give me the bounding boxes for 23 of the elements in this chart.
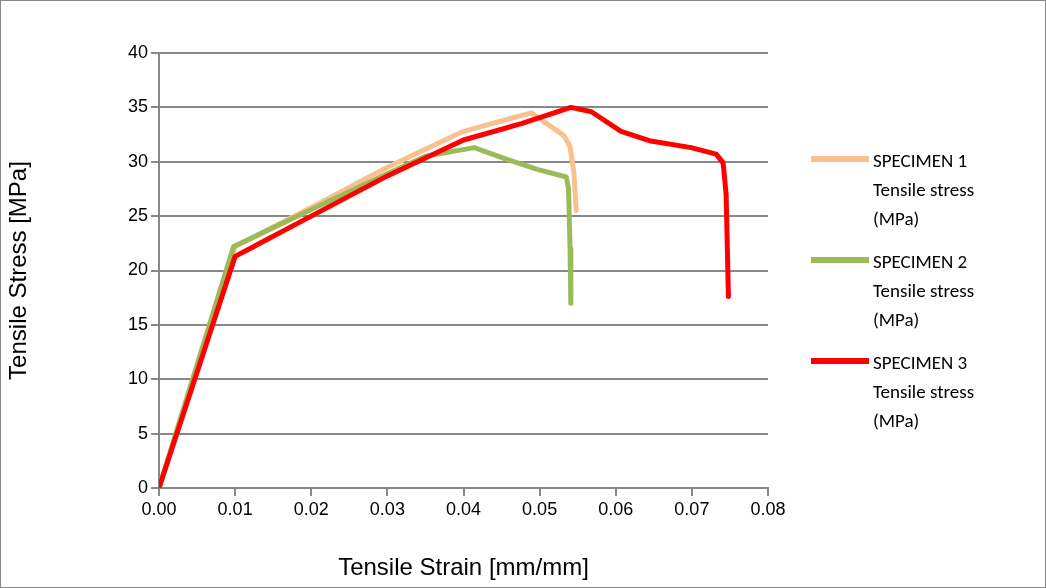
x-tick-label: 0.00 <box>141 498 177 519</box>
x-tick-label: 0.04 <box>445 498 482 519</box>
y-tick-label: 0 <box>137 476 148 497</box>
legend-label: SPECIMEN 3 Tensile stress (MPa) <box>873 350 976 434</box>
x-tick-label: 0.01 <box>217 498 253 519</box>
x-tick-label: 0.05 <box>522 498 558 519</box>
x-tick-label: 0.06 <box>598 498 634 519</box>
y-tick-label: 5 <box>137 422 148 443</box>
y-tick-label: 25 <box>127 205 148 226</box>
y-axis-title: Tensile Stress [MPa] <box>4 161 32 380</box>
x-tick-label: 0.08 <box>750 498 786 519</box>
y-tick-label: 20 <box>127 259 148 280</box>
legend-label: SPECIMEN 2 Tensile stress (MPa) <box>873 249 976 333</box>
legend-label: SPECIMEN 1 Tensile stress (MPa) <box>873 148 976 232</box>
x-axis-title: Tensile Strain [mm/mm] <box>338 553 589 581</box>
x-tick-label: 0.07 <box>674 498 710 519</box>
x-tick-label: 0.03 <box>369 498 405 519</box>
x-tick-label: 0.02 <box>293 498 329 519</box>
y-tick-label: 10 <box>127 368 148 389</box>
y-tick-label: 35 <box>127 96 148 117</box>
y-tick-label: 40 <box>127 41 148 62</box>
y-tick-label: 30 <box>127 150 148 171</box>
y-tick-label: 15 <box>127 313 148 334</box>
